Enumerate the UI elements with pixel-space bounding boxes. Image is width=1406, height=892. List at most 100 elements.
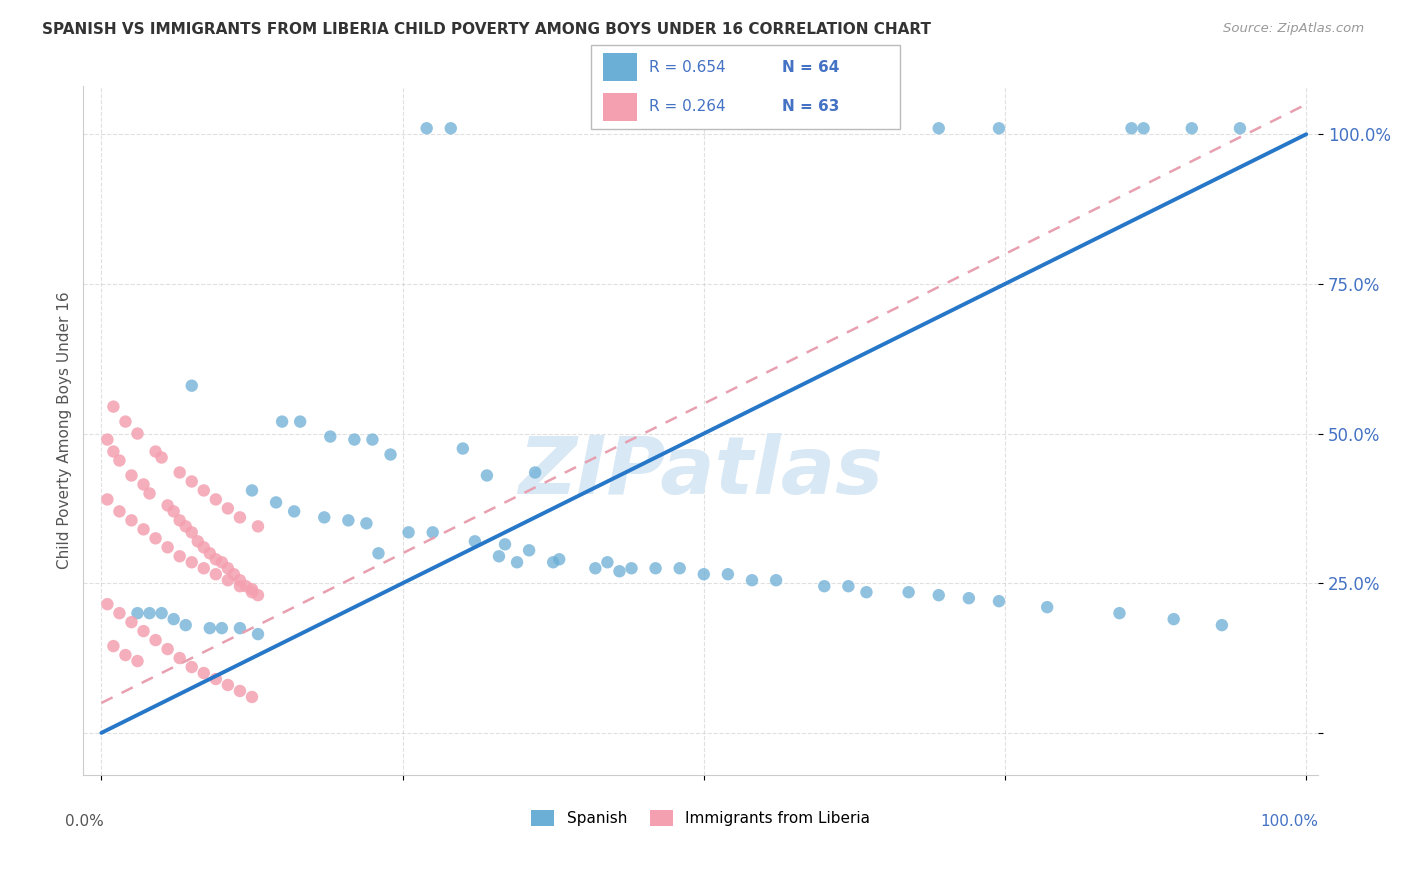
- Point: [229, 573, 252, 587]
- Point: [96, 492, 118, 507]
- Point: [127, 426, 149, 441]
- Point: [156, 642, 179, 657]
- Point: [138, 606, 160, 620]
- Point: [314, 510, 336, 524]
- Point: [180, 660, 202, 674]
- Point: [127, 654, 149, 668]
- Point: [150, 450, 173, 465]
- Point: [620, 561, 643, 575]
- Point: [957, 591, 980, 606]
- Bar: [603, 93, 637, 120]
- Point: [163, 504, 186, 518]
- Point: [193, 541, 215, 555]
- Point: [150, 606, 173, 620]
- Point: [488, 549, 510, 564]
- Point: [288, 415, 311, 429]
- Point: [180, 525, 202, 540]
- Point: [169, 549, 191, 564]
- Point: [1211, 618, 1233, 632]
- Point: [108, 453, 131, 467]
- Point: [928, 588, 950, 602]
- Point: [198, 621, 221, 635]
- Text: R = 0.264: R = 0.264: [650, 99, 725, 114]
- Point: [240, 582, 263, 597]
- Text: ZIPatlas: ZIPatlas: [519, 433, 883, 511]
- Point: [187, 534, 209, 549]
- Point: [517, 543, 540, 558]
- Point: [283, 504, 305, 518]
- Point: [837, 579, 859, 593]
- Point: [229, 510, 252, 524]
- Point: [693, 567, 716, 582]
- Point: [240, 690, 263, 704]
- Point: [548, 552, 571, 566]
- Text: R = 0.654: R = 0.654: [650, 60, 725, 75]
- Text: SPANISH VS IMMIGRANTS FROM LIBERIA CHILD POVERTY AMONG BOYS UNDER 16 CORRELATION: SPANISH VS IMMIGRANTS FROM LIBERIA CHILD…: [42, 22, 931, 37]
- Point: [813, 579, 835, 593]
- Point: [1132, 121, 1154, 136]
- Point: [583, 561, 606, 575]
- Point: [169, 651, 191, 665]
- Point: [422, 525, 444, 540]
- Point: [193, 561, 215, 575]
- Point: [229, 621, 252, 635]
- Point: [211, 621, 233, 635]
- Point: [271, 415, 294, 429]
- Point: [108, 504, 131, 518]
- Y-axis label: Child Poverty Among Boys Under 16: Child Poverty Among Boys Under 16: [58, 292, 72, 569]
- Point: [229, 684, 252, 698]
- Point: [169, 513, 191, 527]
- Point: [356, 516, 378, 531]
- Point: [367, 546, 389, 560]
- Point: [928, 121, 950, 136]
- Point: [541, 555, 564, 569]
- Point: [668, 561, 690, 575]
- Point: [1121, 121, 1143, 136]
- Point: [103, 444, 125, 458]
- Point: [132, 624, 155, 639]
- Point: [319, 429, 342, 443]
- Point: [217, 573, 239, 587]
- Point: [138, 486, 160, 500]
- Point: [205, 567, 228, 582]
- Point: [596, 555, 619, 569]
- Point: [1181, 121, 1204, 136]
- Point: [494, 537, 516, 551]
- Point: [235, 579, 257, 593]
- Point: [415, 121, 437, 136]
- Point: [1163, 612, 1185, 626]
- Text: N = 63: N = 63: [782, 99, 839, 114]
- Point: [96, 433, 118, 447]
- Point: [988, 121, 1011, 136]
- Point: [145, 532, 167, 546]
- Point: [180, 378, 202, 392]
- Point: [609, 564, 631, 578]
- Point: [380, 448, 402, 462]
- Point: [506, 555, 529, 569]
- Point: [180, 555, 202, 569]
- Point: [717, 567, 740, 582]
- Point: [193, 483, 215, 498]
- Point: [169, 466, 191, 480]
- Point: [156, 541, 179, 555]
- Point: [127, 606, 149, 620]
- Point: [644, 561, 666, 575]
- Point: [475, 468, 498, 483]
- Point: [156, 499, 179, 513]
- Point: [132, 522, 155, 536]
- Point: [246, 519, 269, 533]
- Point: [145, 444, 167, 458]
- Point: [741, 573, 763, 587]
- Legend: Spanish, Immigrants from Liberia: Spanish, Immigrants from Liberia: [526, 805, 876, 832]
- Point: [193, 666, 215, 681]
- Point: [205, 672, 228, 686]
- Point: [217, 501, 239, 516]
- Point: [217, 561, 239, 575]
- Point: [174, 519, 197, 533]
- Point: [1108, 606, 1130, 620]
- Point: [361, 433, 384, 447]
- Bar: [603, 54, 637, 81]
- Point: [1036, 600, 1059, 615]
- Point: [114, 415, 136, 429]
- Point: [180, 475, 202, 489]
